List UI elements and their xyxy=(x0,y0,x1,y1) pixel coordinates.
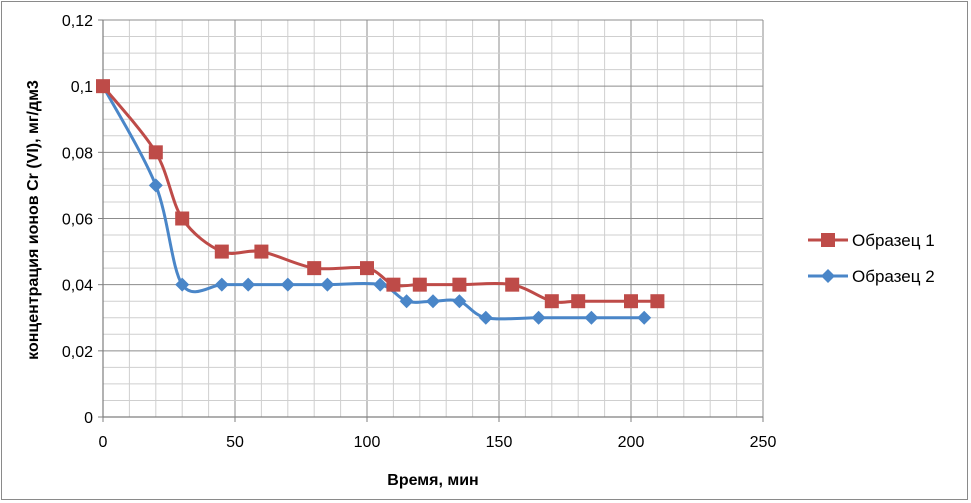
series-2-point xyxy=(426,294,440,309)
y-axis-title: концентрация ионов Cr (VI), мг/дм3 xyxy=(25,80,42,360)
series-layer xyxy=(96,79,665,325)
x-tick-label: 200 xyxy=(618,434,645,451)
legend-label-series-1: Образец 1 xyxy=(852,231,935,250)
legend-swatch-series-1 xyxy=(808,233,848,247)
y-tick-label: 0,04 xyxy=(62,278,93,295)
series-2-point xyxy=(584,310,599,325)
y-tick-label: 0,06 xyxy=(62,212,93,229)
grid xyxy=(102,19,764,418)
series-1-point xyxy=(307,261,322,276)
legend: Образец 1 Образец 2 xyxy=(808,231,935,286)
series-2-point xyxy=(373,277,388,292)
series-2-point xyxy=(320,277,335,292)
series-2 xyxy=(96,79,652,325)
series-1-point xyxy=(452,277,467,292)
y-tick-label: 0,1 xyxy=(71,79,93,96)
y-tick-label: 0,02 xyxy=(62,344,93,361)
series-1-point xyxy=(360,261,374,276)
series-2-point xyxy=(478,310,493,325)
series-1-point xyxy=(505,277,520,292)
series-1-line xyxy=(101,85,658,304)
series-1-point xyxy=(571,294,586,309)
series-1-point xyxy=(96,79,110,94)
series-1-point xyxy=(544,294,559,309)
legend-marker xyxy=(821,233,835,247)
y-tick-label: 0,12 xyxy=(62,13,93,30)
series-2-point xyxy=(214,277,229,292)
x-tick-label: 50 xyxy=(226,434,244,451)
series-1-point xyxy=(624,294,638,309)
legend-swatch-series-2 xyxy=(808,269,848,283)
series-2-point xyxy=(452,294,467,309)
series-1-point xyxy=(148,145,163,160)
legend-entry-series-1: Образец 1 xyxy=(808,231,935,250)
series-2-point xyxy=(531,310,546,325)
x-axis-title: Время, мин xyxy=(387,472,478,489)
legend-marker xyxy=(821,269,835,283)
x-tick-label: 150 xyxy=(486,434,513,451)
series-1-point xyxy=(175,211,190,226)
x-tick-labels: 0 50 100 150 200 250 xyxy=(99,434,777,451)
series-1 xyxy=(96,79,665,309)
series-2-point xyxy=(148,178,163,193)
x-tick-label: 0 xyxy=(99,434,108,451)
series-1-point xyxy=(254,244,269,259)
legend-label-series-2: Образец 2 xyxy=(852,267,935,286)
axes xyxy=(98,19,764,422)
x-tick-label: 100 xyxy=(354,434,381,451)
series-1-point xyxy=(214,244,229,259)
series-2-point xyxy=(175,277,190,292)
series-1-point xyxy=(386,277,401,292)
legend-entry-series-2: Образец 2 xyxy=(808,267,935,286)
series-2-point xyxy=(280,277,295,292)
series-2-point xyxy=(241,277,256,292)
y-tick-labels: 0 0,02 0,04 0,06 0,08 0,1 0,12 xyxy=(62,13,93,427)
y-tick-label: 0,08 xyxy=(62,145,93,162)
y-tick-label: 0 xyxy=(84,410,93,427)
series-2-point xyxy=(399,294,414,309)
x-tick-label: 250 xyxy=(750,434,777,451)
series-1-point xyxy=(650,294,665,309)
series-1-point xyxy=(412,277,427,292)
series-2-point xyxy=(637,310,652,325)
